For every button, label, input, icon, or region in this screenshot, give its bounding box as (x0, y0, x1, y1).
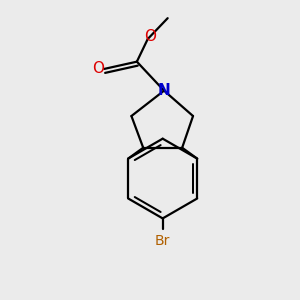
Text: O: O (145, 29, 157, 44)
Text: O: O (92, 61, 104, 76)
Text: Br: Br (155, 234, 170, 248)
Text: N: N (158, 83, 170, 98)
